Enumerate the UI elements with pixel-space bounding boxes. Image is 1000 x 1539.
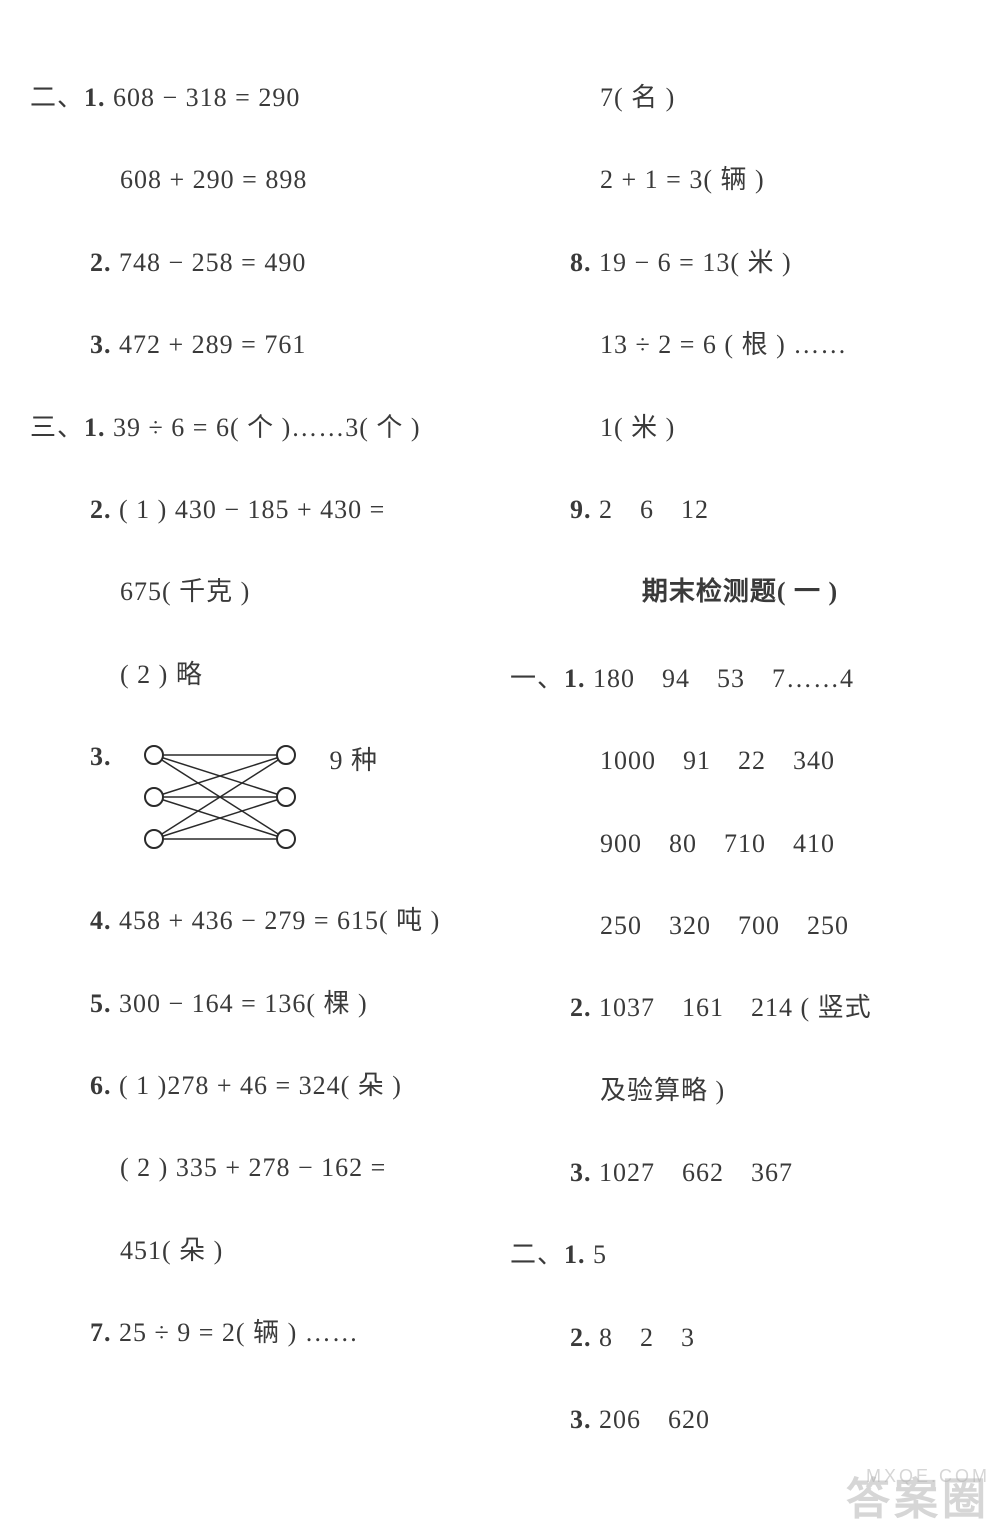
- expr: ( 1 ) 430 − 185 + 430 =: [119, 495, 385, 524]
- expr: 39 ÷ 6 = 6( 个 )……3( 个 ): [113, 413, 421, 442]
- sec2-item2: 2. 748 − 258 = 490: [30, 245, 490, 281]
- expr: ( 1 )278 + 46 = 324( 朵 ): [119, 1071, 402, 1100]
- expr: 458 + 436 − 279 = 615( 吨 ): [119, 906, 440, 935]
- sec3-item1: 三、1. 39 ÷ 6 = 6( 个 )……3( 个 ): [30, 410, 490, 446]
- sec1-item1b: 1000 91 22 340: [510, 743, 970, 779]
- sec1-item2b: 及验算略 ): [510, 1073, 970, 1109]
- num: 6.: [90, 1071, 112, 1100]
- expr: 及验算略 ): [600, 1076, 725, 1105]
- num: 2.: [90, 248, 112, 277]
- expr: 608 − 318 = 290: [113, 83, 300, 112]
- sec3-item3: 3. 9 种: [30, 739, 490, 857]
- expr: 1037 161 214 ( 竖式: [599, 993, 872, 1022]
- expr: 2 6 12: [599, 495, 709, 524]
- expr: 1000 91 22 340: [600, 746, 835, 775]
- expr: 180 94 53 7……4: [593, 664, 854, 693]
- expr: 5: [593, 1240, 607, 1269]
- sec1-item3: 3. 1027 662 367: [510, 1155, 970, 1191]
- left-column: 二、1. 608 − 318 = 290 608 + 290 = 898 2. …: [30, 80, 500, 1485]
- sec2-label: 二、: [510, 1240, 564, 1269]
- expr: 608 + 290 = 898: [120, 165, 307, 194]
- sec3-item5: 5. 300 − 164 = 136( 棵 ): [30, 986, 490, 1022]
- expr: 19 − 6 = 13( 米 ): [599, 248, 792, 277]
- r-item8c: 1( 米 ): [510, 410, 970, 446]
- expr: 13 ÷ 2 = 6 ( 根 ) ……: [600, 330, 847, 359]
- r-item8b: 13 ÷ 2 = 6 ( 根 ) ……: [510, 327, 970, 363]
- expr: 675( 千克 ): [120, 577, 250, 606]
- r-cont7b: 2 + 1 = 3( 辆 ): [510, 162, 970, 198]
- sec1-item2: 2. 1037 161 214 ( 竖式: [510, 990, 970, 1026]
- num: 3.: [90, 739, 112, 775]
- bipartite-graph: [136, 739, 306, 857]
- expr: 472 + 289 = 761: [119, 330, 306, 359]
- num: 9.: [570, 495, 592, 524]
- watermark-text: 答案圈: [846, 1469, 990, 1531]
- expr: ( 2 ) 略: [120, 660, 203, 689]
- title: 期末检测题( 一 ): [642, 577, 838, 606]
- expr: 748 − 258 = 490: [119, 248, 306, 277]
- expr: 2 + 1 = 3( 辆 ): [600, 165, 765, 194]
- expr: 1( 米 ): [600, 413, 675, 442]
- num: 4.: [90, 906, 112, 935]
- sec3-item2b: 675( 千克 ): [30, 574, 490, 610]
- sec1-item1d: 250 320 700 250: [510, 908, 970, 944]
- num: 1.: [84, 83, 106, 112]
- num: 1.: [564, 664, 586, 693]
- num: 5.: [90, 989, 112, 1018]
- expr: 8 2 3: [599, 1323, 695, 1352]
- expr: 25 ÷ 9 = 2( 辆 ) ……: [119, 1318, 359, 1347]
- num: 7.: [90, 1318, 112, 1347]
- r-cont7: 7( 名 ): [510, 80, 970, 116]
- expr: 300 − 164 = 136( 棵 ): [119, 989, 368, 1018]
- num: 3.: [90, 330, 112, 359]
- expr: 451( 朵 ): [120, 1236, 223, 1265]
- num: 3.: [570, 1158, 592, 1187]
- num: 8.: [570, 248, 592, 277]
- sec2-item3: 3. 472 + 289 = 761: [30, 327, 490, 363]
- sec2-item1: 二、1. 608 − 318 = 290: [30, 80, 490, 116]
- expr: 1027 662 367: [599, 1158, 793, 1187]
- section-title: 期末检测题( 一 ): [510, 574, 970, 610]
- num: 2.: [90, 495, 112, 524]
- sec2b-item1: 二、1. 5: [510, 1237, 970, 1273]
- right-column: 7( 名 ) 2 + 1 = 3( 辆 ) 8. 19 − 6 = 13( 米 …: [500, 80, 970, 1485]
- sec3-item6b: ( 2 ) 335 + 278 − 162 =: [30, 1150, 490, 1186]
- sec1-label: 一、: [510, 664, 564, 693]
- num: 2.: [570, 993, 592, 1022]
- sec1-item1c: 900 80 710 410: [510, 826, 970, 862]
- caption: 9 种: [330, 739, 379, 779]
- expr: 206 620: [599, 1405, 710, 1434]
- expr: 7( 名 ): [600, 83, 675, 112]
- sec2-item1b: 608 + 290 = 898: [30, 162, 490, 198]
- sec3-item4: 4. 458 + 436 − 279 = 615( 吨 ): [30, 903, 490, 939]
- r-item9: 9. 2 6 12: [510, 492, 970, 528]
- num: 3.: [570, 1405, 592, 1434]
- sec2b-item2: 2. 8 2 3: [510, 1320, 970, 1356]
- expr: ( 2 ) 335 + 278 − 162 =: [120, 1153, 386, 1182]
- num: 1.: [564, 1240, 586, 1269]
- sec2-label: 二、: [30, 83, 84, 112]
- num: 1.: [84, 413, 106, 442]
- num: 2.: [570, 1323, 592, 1352]
- sec3-item6c: 451( 朵 ): [30, 1233, 490, 1269]
- sec3-item2: 2. ( 1 ) 430 − 185 + 430 =: [30, 492, 490, 528]
- sec3-item2c: ( 2 ) 略: [30, 657, 490, 693]
- sec3-item6: 6. ( 1 )278 + 46 = 324( 朵 ): [30, 1068, 490, 1104]
- sec2b-item3: 3. 206 620: [510, 1402, 970, 1438]
- sec1-item1: 一、1. 180 94 53 7……4: [510, 661, 970, 697]
- expr: 250 320 700 250: [600, 911, 849, 940]
- expr: 900 80 710 410: [600, 829, 835, 858]
- sec3-item7: 7. 25 ÷ 9 = 2( 辆 ) ……: [30, 1315, 490, 1351]
- r-item8: 8. 19 − 6 = 13( 米 ): [510, 245, 970, 281]
- sec3-label: 三、: [30, 413, 84, 442]
